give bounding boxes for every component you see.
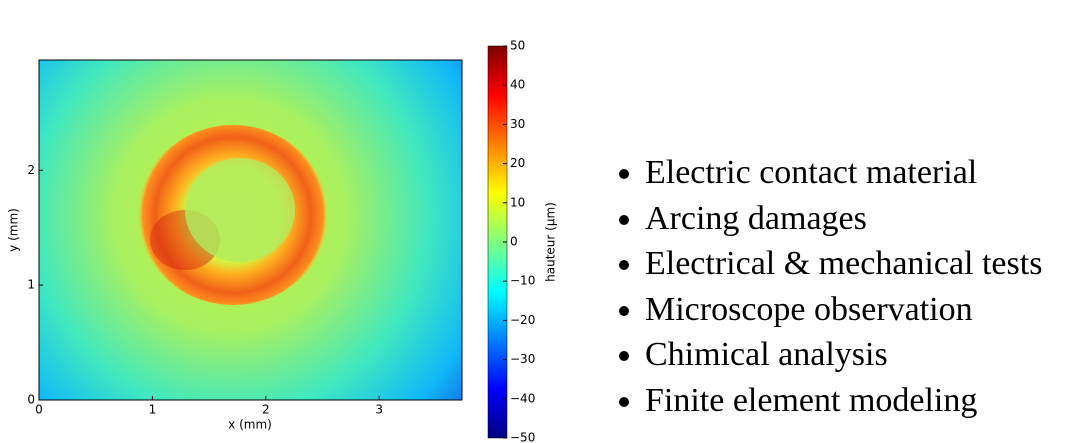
colorbar-tick-label: −30 (510, 352, 535, 366)
bullet: Finite element modeling (645, 378, 1042, 424)
colorbar-tick-label: −40 (510, 391, 535, 405)
bullet: Electric contact material (645, 150, 1042, 196)
y-tick-label: 0 (27, 393, 35, 407)
crater-center (185, 158, 295, 262)
bullet: Arcing damages (645, 196, 1042, 242)
bullet: Microscope observation (645, 287, 1042, 333)
colorbar-tick-label: −50 (510, 431, 535, 443)
colorbar-tick-label: −20 (510, 313, 535, 327)
colorbar-tick-label: 20 (510, 156, 525, 170)
y-tick-label: 1 (27, 278, 35, 292)
bullet: Electrical & mechanical tests (645, 241, 1042, 287)
colorbar-tick-label: 30 (510, 117, 525, 131)
colorbar-tick-label: −10 (510, 274, 535, 288)
x-tick-label: 1 (149, 403, 157, 417)
x-axis-label: x (mm) (228, 418, 272, 432)
x-tick-label: 2 (262, 403, 270, 417)
bullet: Chimical analysis (645, 332, 1042, 378)
y-tick-label: 2 (27, 163, 35, 177)
colorbar-tick-label: 10 (510, 195, 525, 209)
x-tick-label: 3 (375, 403, 383, 417)
x-tick-label: 0 (35, 403, 43, 417)
y-axis-label: y (mm) (7, 208, 21, 252)
bullet-list: Electric contact material Arcing damages… (605, 150, 1042, 423)
colorbar-tick-label: 50 (510, 39, 525, 53)
page: x (mm) y (mm) hauteur (µm) 0123012504030… (0, 0, 1083, 443)
colorbar-tick-label: 0 (510, 235, 518, 249)
colorbar-label: hauteur (µm) (544, 202, 558, 282)
colorbar-tick-label: 40 (510, 78, 525, 92)
heatmap (39, 60, 462, 400)
